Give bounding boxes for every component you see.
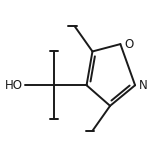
Text: N: N (139, 79, 147, 92)
Text: HO: HO (5, 79, 23, 92)
Text: O: O (124, 38, 133, 51)
